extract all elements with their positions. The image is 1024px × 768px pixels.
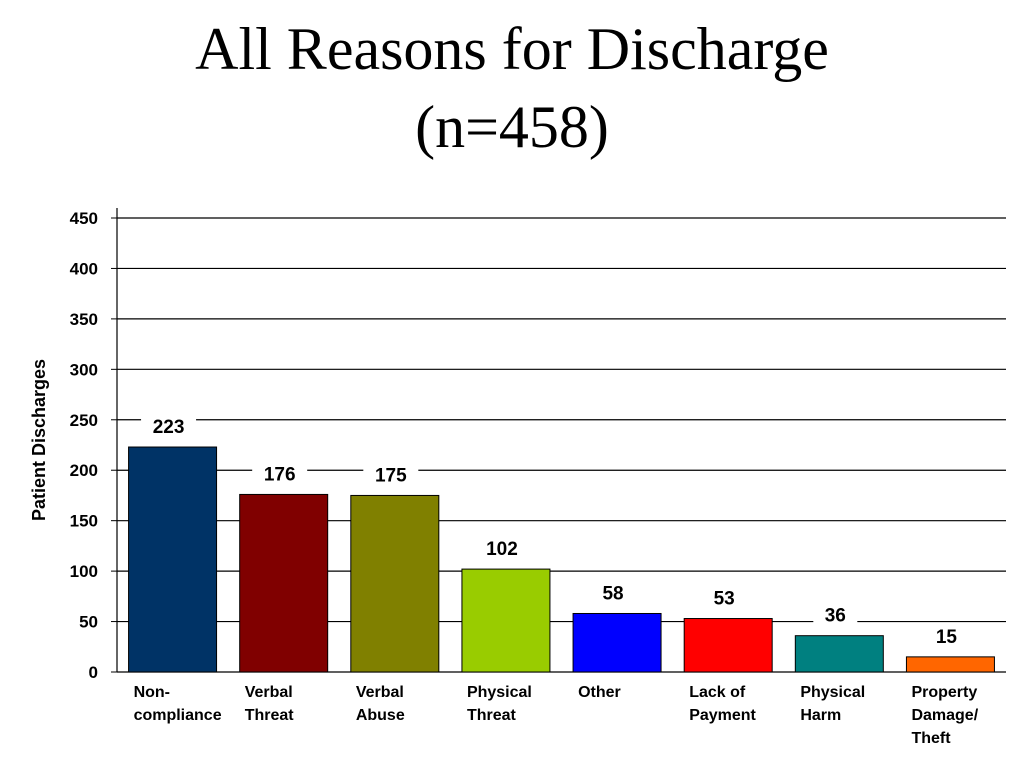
data-label: 175 <box>375 465 407 486</box>
category-label: Non- <box>134 684 170 701</box>
data-label: 176 <box>264 464 296 485</box>
data-label-background <box>924 624 969 649</box>
y-tick-label: 400 <box>70 259 98 278</box>
y-tick-label: 350 <box>70 310 98 329</box>
y-tick-label: 50 <box>79 613 98 632</box>
category-label: Other <box>578 684 621 701</box>
data-label-background <box>141 415 197 440</box>
category-labels: Non-compliance Verbal Threat Verbal Abuse Phy… <box>134 684 979 747</box>
bar <box>461 568 551 673</box>
category-label: Threat <box>245 707 295 724</box>
y-axis-title: Patient Discharges <box>29 359 49 521</box>
data-label-background <box>591 581 636 606</box>
data-label-background <box>252 462 308 487</box>
bar <box>905 656 995 673</box>
data-labels: 223 176 175 102 58 53 36 15 <box>141 415 969 649</box>
bars <box>128 446 995 673</box>
data-label: 36 <box>825 606 846 627</box>
chart-title-line-2: (n=458) <box>415 94 609 160</box>
gridlines <box>117 217 1006 623</box>
bar <box>350 494 440 673</box>
chart-title-line-1: All Reasons for Discharge <box>195 16 829 82</box>
category-label: Verbal <box>245 684 293 701</box>
y-tick-label: 150 <box>70 512 98 531</box>
data-label: 58 <box>602 583 623 604</box>
category-label: compliance <box>134 707 222 724</box>
data-label: 223 <box>153 417 185 438</box>
category-label: Threat <box>467 707 517 724</box>
y-tick-label: 100 <box>70 562 98 581</box>
y-axis-ticks: 0 50 100 150 200 250 300 350 400 450 <box>70 209 117 682</box>
y-tick-label: 450 <box>70 209 98 228</box>
data-label-background <box>813 603 858 628</box>
data-label-background <box>363 463 419 488</box>
category-label: Physical <box>467 684 532 701</box>
bar <box>794 635 884 673</box>
category-label: Damage/ <box>911 707 978 724</box>
category-label: Physical <box>800 684 865 701</box>
y-tick-label: 250 <box>70 411 98 430</box>
data-label: 15 <box>936 627 958 648</box>
bar <box>683 618 773 673</box>
y-tick-label: 0 <box>89 663 98 682</box>
category-label: Lack of <box>689 684 746 701</box>
data-label-background <box>702 586 747 611</box>
category-label: Theft <box>911 730 951 747</box>
category-label: Payment <box>689 707 756 724</box>
category-label: Harm <box>800 707 841 724</box>
bar <box>128 446 218 673</box>
data-label: 102 <box>486 539 518 560</box>
category-label: Verbal <box>356 684 404 701</box>
data-label-background <box>474 537 530 562</box>
category-label: Abuse <box>356 707 405 724</box>
bar <box>239 493 329 673</box>
data-label: 53 <box>714 589 735 610</box>
category-label: Property <box>911 684 977 701</box>
bar <box>572 612 662 673</box>
y-tick-label: 200 <box>70 461 98 480</box>
y-tick-label: 300 <box>70 360 98 379</box>
chart-title: All Reasons for Discharge (n=458) <box>0 10 1024 166</box>
